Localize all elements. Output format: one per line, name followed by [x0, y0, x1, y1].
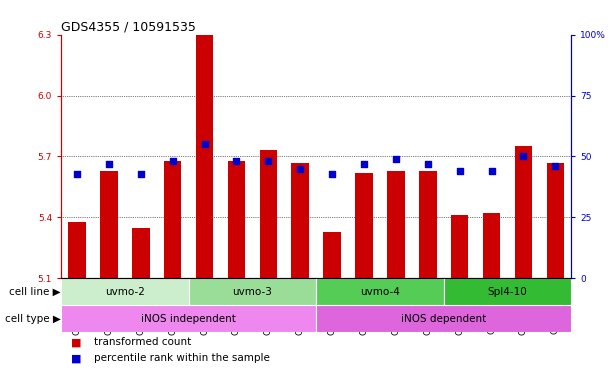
- Bar: [419, 171, 437, 278]
- Bar: [100, 171, 118, 278]
- Text: iNOS independent: iNOS independent: [141, 314, 236, 324]
- Text: Spl4-10: Spl4-10: [488, 287, 527, 297]
- Point: [168, 158, 178, 164]
- Point: [200, 141, 210, 147]
- Bar: [61, 278, 189, 305]
- Point: [359, 161, 369, 167]
- Bar: [196, 35, 213, 278]
- Point: [423, 161, 433, 167]
- Text: GDS4355 / 10591535: GDS4355 / 10591535: [61, 20, 196, 33]
- Bar: [483, 214, 500, 278]
- Bar: [260, 151, 277, 278]
- Bar: [132, 228, 150, 278]
- Bar: [61, 305, 316, 332]
- Text: ■: ■: [71, 353, 82, 363]
- Bar: [164, 161, 181, 278]
- Text: ■: ■: [71, 337, 82, 347]
- Bar: [291, 162, 309, 278]
- Text: cell type ▶: cell type ▶: [5, 314, 61, 324]
- Bar: [451, 215, 469, 278]
- Point: [519, 154, 529, 160]
- Bar: [189, 278, 316, 305]
- Point: [391, 156, 401, 162]
- Bar: [316, 305, 571, 332]
- Bar: [514, 146, 532, 278]
- Point: [72, 170, 82, 177]
- Text: cell line ▶: cell line ▶: [10, 287, 61, 297]
- Bar: [323, 232, 341, 278]
- Text: uvmo-4: uvmo-4: [360, 287, 400, 297]
- Text: transformed count: transformed count: [94, 337, 191, 347]
- Bar: [547, 162, 564, 278]
- Point: [295, 166, 305, 172]
- Point: [455, 168, 464, 174]
- Text: uvmo-2: uvmo-2: [105, 287, 145, 297]
- Point: [232, 158, 241, 164]
- Bar: [444, 278, 571, 305]
- Point: [487, 168, 497, 174]
- Point: [327, 170, 337, 177]
- Bar: [68, 222, 86, 278]
- Bar: [228, 161, 245, 278]
- Point: [104, 161, 114, 167]
- Bar: [387, 171, 404, 278]
- Point: [263, 158, 273, 164]
- Text: uvmo-3: uvmo-3: [232, 287, 273, 297]
- Text: iNOS dependent: iNOS dependent: [401, 314, 486, 324]
- Text: percentile rank within the sample: percentile rank within the sample: [94, 353, 270, 363]
- Bar: [355, 173, 373, 278]
- Point: [136, 170, 145, 177]
- Bar: [316, 278, 444, 305]
- Point: [551, 163, 560, 169]
